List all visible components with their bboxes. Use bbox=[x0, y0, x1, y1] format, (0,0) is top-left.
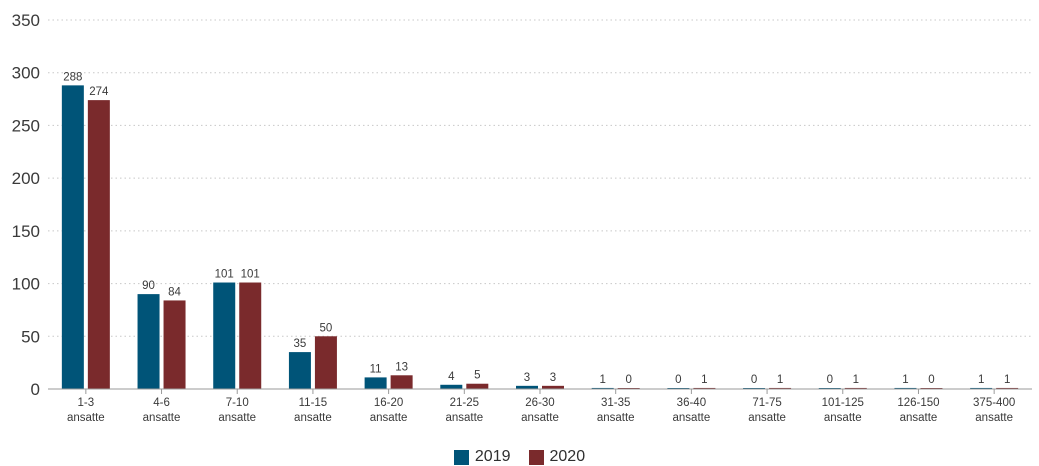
legend-item-2019[interactable]: 2019 bbox=[453, 448, 511, 466]
bar-2019-1 bbox=[137, 294, 160, 389]
y-tick-label: 0 bbox=[31, 380, 40, 399]
data-label: 0 bbox=[827, 374, 833, 386]
x-tick-label: 31-35 ansatte bbox=[597, 397, 635, 424]
data-label: 13 bbox=[395, 361, 408, 373]
data-label: 84 bbox=[168, 286, 181, 298]
x-tick-label: 101-125 ansatte bbox=[822, 397, 864, 424]
x-tick-label: 1-3 ansatte bbox=[67, 397, 105, 424]
y-tick-label: 250 bbox=[12, 116, 40, 135]
data-label: 1 bbox=[599, 374, 605, 386]
x-tick-label: 36-40 ansatte bbox=[673, 397, 711, 424]
bar-2020-10 bbox=[844, 387, 867, 389]
y-tick-label: 300 bbox=[12, 64, 40, 83]
y-tick-label: 350 bbox=[12, 11, 40, 30]
legend-label-2020: 2020 bbox=[549, 448, 586, 465]
bar-2020-4 bbox=[390, 375, 413, 389]
data-label: 101 bbox=[215, 269, 234, 281]
y-tick-label: 150 bbox=[12, 222, 40, 241]
bar-2019-11 bbox=[894, 387, 917, 389]
bar-2020-9 bbox=[769, 387, 792, 389]
x-tick-label: 71-75 ansatte bbox=[748, 397, 786, 424]
data-label: 1 bbox=[853, 374, 859, 386]
data-label: 50 bbox=[320, 322, 333, 334]
data-label: 274 bbox=[89, 86, 109, 98]
bar-2019-7 bbox=[591, 387, 614, 389]
legend-label-2019: 2019 bbox=[474, 448, 511, 465]
data-label: 1 bbox=[978, 374, 984, 386]
bar-2020-3 bbox=[314, 336, 337, 389]
x-axis: 1-3 ansatte 4-6 ansatte 7-10 ansatte 11-15 ansa… bbox=[48, 388, 1032, 424]
bar-2019-12 bbox=[970, 387, 993, 389]
data-label: 0 bbox=[625, 374, 631, 386]
bar-2019-2 bbox=[213, 282, 236, 389]
y-axis-ticks: 0 50 100 150 200 250 300 350 bbox=[12, 11, 40, 399]
x-tick-label: 21-25 ansatte bbox=[445, 397, 483, 424]
data-label: 0 bbox=[928, 374, 934, 386]
data-label: 101 bbox=[241, 269, 260, 281]
bar-2020-1 bbox=[163, 300, 186, 389]
data-label: 1 bbox=[902, 374, 908, 386]
data-label: 288 bbox=[63, 71, 82, 83]
data-label: 3 bbox=[524, 372, 530, 384]
data-label: 11 bbox=[370, 363, 382, 375]
data-label: 1 bbox=[777, 374, 783, 386]
bar-2020-0 bbox=[87, 100, 110, 389]
bars bbox=[61, 85, 1019, 389]
data-label: 0 bbox=[751, 374, 757, 386]
y-tick-label: 200 bbox=[12, 169, 40, 188]
x-tick-label: 11-15 ansatte bbox=[294, 397, 332, 424]
x-tick-label: 375-400 ansatte bbox=[973, 397, 1015, 424]
bar-2020-6 bbox=[542, 385, 564, 389]
gridlines bbox=[48, 19, 1032, 337]
legend-item-2020[interactable]: 2020 bbox=[528, 448, 586, 466]
bar-2019-5 bbox=[440, 384, 463, 389]
bar-2019-6 bbox=[516, 385, 538, 389]
x-tick-label: 16-20 ansatte bbox=[370, 397, 408, 424]
data-label: 0 bbox=[675, 374, 681, 386]
data-label: 1 bbox=[701, 374, 707, 386]
bar-2019-0 bbox=[61, 85, 84, 389]
x-tick-label: 7-10 ansatte bbox=[218, 397, 256, 424]
y-tick-label: 100 bbox=[12, 275, 40, 294]
data-label: 4 bbox=[448, 371, 455, 383]
bar-2020-12 bbox=[996, 387, 1019, 389]
legend: 2019 2020 bbox=[0, 448, 1039, 466]
x-tick-label: 4-6 ansatte bbox=[143, 397, 181, 424]
bar-2019-4 bbox=[364, 377, 387, 389]
data-label: 35 bbox=[294, 338, 307, 350]
y-tick-label: 50 bbox=[21, 327, 40, 346]
bar-2019-3 bbox=[288, 352, 311, 389]
x-tick-label: 126-150 ansatte bbox=[897, 397, 939, 424]
legend-swatch-2020 bbox=[528, 449, 544, 465]
bar-2020-8 bbox=[693, 387, 716, 389]
data-label: 90 bbox=[142, 280, 155, 292]
bar-2020-2 bbox=[239, 282, 262, 389]
data-label: 5 bbox=[474, 370, 480, 382]
data-label: 1 bbox=[1004, 374, 1010, 386]
x-tick-label: 26-30 ansatte bbox=[521, 397, 559, 424]
bar-2020-5 bbox=[466, 383, 489, 389]
legend-swatch-2019 bbox=[453, 449, 469, 465]
data-label: 3 bbox=[550, 372, 556, 384]
